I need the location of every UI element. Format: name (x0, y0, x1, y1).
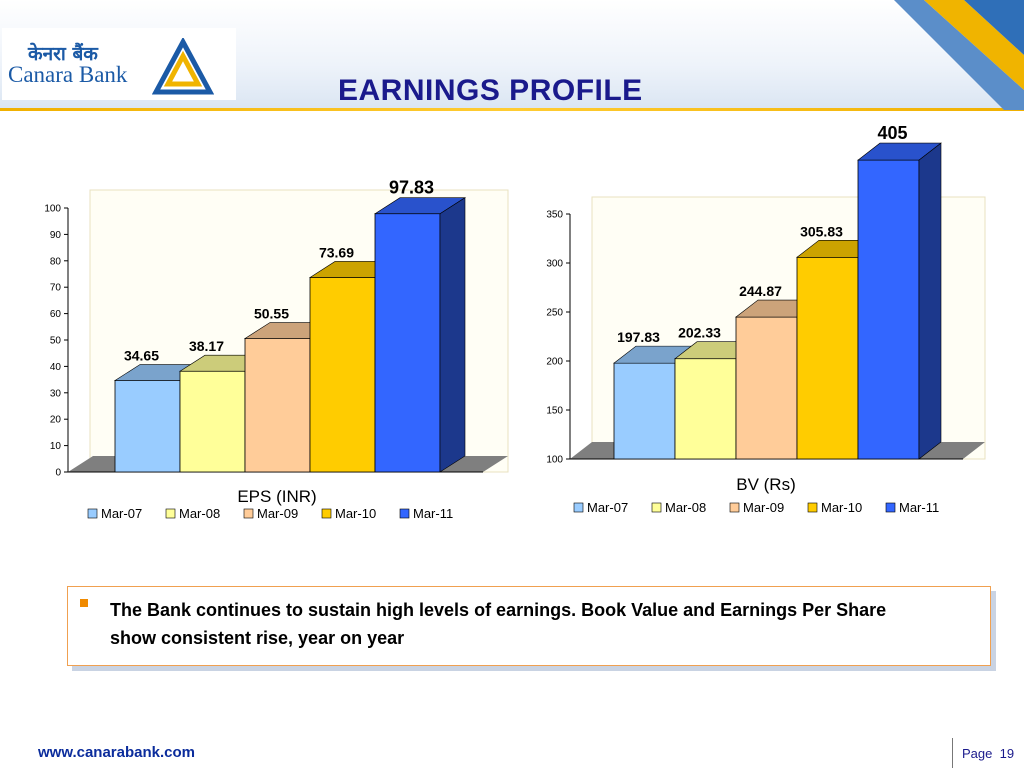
chart-1-y-tick-label: 200 (546, 357, 563, 368)
chart-1-bar-Mar-07 (613, 362, 676, 460)
chart-0-bar-Mar-10 (309, 277, 376, 473)
chart-1-legend-swatch (651, 502, 662, 513)
chart-0-legend-label: Mar-07 (101, 506, 142, 521)
summary-text: The Bank continues to sustain high level… (110, 600, 887, 648)
corner-decoration (894, 0, 1024, 110)
chart-0-legend-swatch (321, 508, 332, 519)
chart-0-bar-Mar-09 (244, 338, 311, 473)
logo-english-text: Canara Bank (8, 62, 128, 87)
chart-1-y-tick-label: 250 (546, 308, 563, 319)
summary-note: The Bank continues to sustain high level… (67, 586, 991, 666)
chart-1-data-label: 305.83 (800, 223, 843, 239)
chart-0-bar-Mar-08 (179, 370, 246, 473)
chart-1-data-label: 202.33 (678, 325, 721, 341)
chart-1-legend-swatch (885, 502, 896, 513)
chart-0-legend-label: Mar-08 (179, 506, 220, 521)
chart-0-y-tick-label: 40 (50, 362, 62, 373)
page-label: Page (962, 746, 993, 761)
chart-0-legend-label: Mar-11 (413, 506, 453, 521)
chart-1-bar-Mar-11 (857, 159, 920, 460)
chart-1-legend-label: Mar-10 (821, 500, 862, 515)
chart-0-y-tick-label: 90 (50, 230, 62, 241)
chart-1-title: BV (Rs) (736, 475, 796, 494)
charts-area: 0 10 20 30 40 50 60 70 80 90 100 34.65 38.17 50.55 73.… (44, 123, 986, 521)
chart-0-legend-label: Mar-09 (257, 506, 298, 521)
chart-1-y-tick-label: 350 (546, 210, 563, 221)
logo-hindi-text: केनरा बैंक (28, 43, 98, 65)
chart-1-y-tick-label: 100 (546, 455, 563, 466)
chart-0-y-tick-label: 70 (50, 283, 62, 294)
chart-0-y-tick-label: 10 (50, 441, 62, 452)
footer-divider (952, 738, 953, 768)
chart-1-legend-label: Mar-09 (743, 500, 784, 515)
chart-0-y-tick-label: 50 (50, 336, 62, 347)
header-divider (0, 108, 1024, 111)
bullet-icon (80, 599, 88, 607)
chart-0-data-label: 97.83 (389, 178, 434, 198)
chart-1-legend-label: Mar-07 (587, 500, 628, 515)
chart-0-data-label: 38.17 (189, 338, 224, 354)
chart-1-y-tick-label: 300 (546, 259, 563, 270)
page-title: EARNINGS PROFILE (338, 74, 643, 107)
page-number: 19 (999, 746, 1015, 761)
chart-1-legend-swatch (729, 502, 740, 513)
chart-1-legend-swatch (807, 502, 818, 513)
chart-1-bar-Mar-08 (674, 358, 737, 460)
chart-0-bar-side-Mar-11 (439, 197, 466, 473)
chart-1-bar-Mar-10 (796, 256, 859, 460)
chart-0-bar-Mar-11 (374, 213, 441, 473)
chart-0-data-label: 34.65 (124, 348, 159, 364)
chart-1-y-tick-label: 150 (546, 406, 563, 417)
page-indicator: Page 19 (962, 746, 1014, 761)
chart-0-legend-swatch (165, 508, 176, 519)
chart-1-legend-swatch (573, 502, 584, 513)
chart-0-y-tick-label: 0 (55, 468, 61, 479)
chart-0-data-label: 73.69 (319, 244, 354, 260)
chart-0-legend-swatch (399, 508, 410, 519)
chart-0-legend-swatch (243, 508, 254, 519)
canara-triangle-icon (152, 38, 214, 95)
chart-0-title: EPS (INR) (237, 487, 316, 506)
chart-1-legend-label: Mar-08 (665, 500, 706, 515)
chart-1-bar-Mar-09 (735, 316, 798, 460)
chart-0-data-label: 50.55 (254, 306, 289, 322)
chart-0-y-tick-label: 30 (50, 388, 62, 399)
chart-0-y-tick-label: 80 (50, 256, 62, 267)
chart-0-y-tick-label: 100 (44, 204, 61, 215)
chart-0-y-tick-label: 20 (50, 415, 62, 426)
chart-0-bar-Mar-07 (114, 380, 181, 473)
chart-1-bar-side-Mar-11 (918, 142, 942, 460)
chart-0-legend-label: Mar-10 (335, 506, 376, 521)
chart-0-y-tick-label: 60 (50, 309, 62, 320)
chart-1-data-label: 197.83 (617, 329, 660, 345)
chart-1-legend-label: Mar-11 (899, 500, 939, 515)
footer-url[interactable]: www.canarabank.com (38, 744, 196, 761)
chart-1-data-label: 405 (877, 123, 907, 143)
chart-0-legend-swatch (87, 508, 98, 519)
chart-1-data-label: 244.87 (739, 283, 782, 299)
